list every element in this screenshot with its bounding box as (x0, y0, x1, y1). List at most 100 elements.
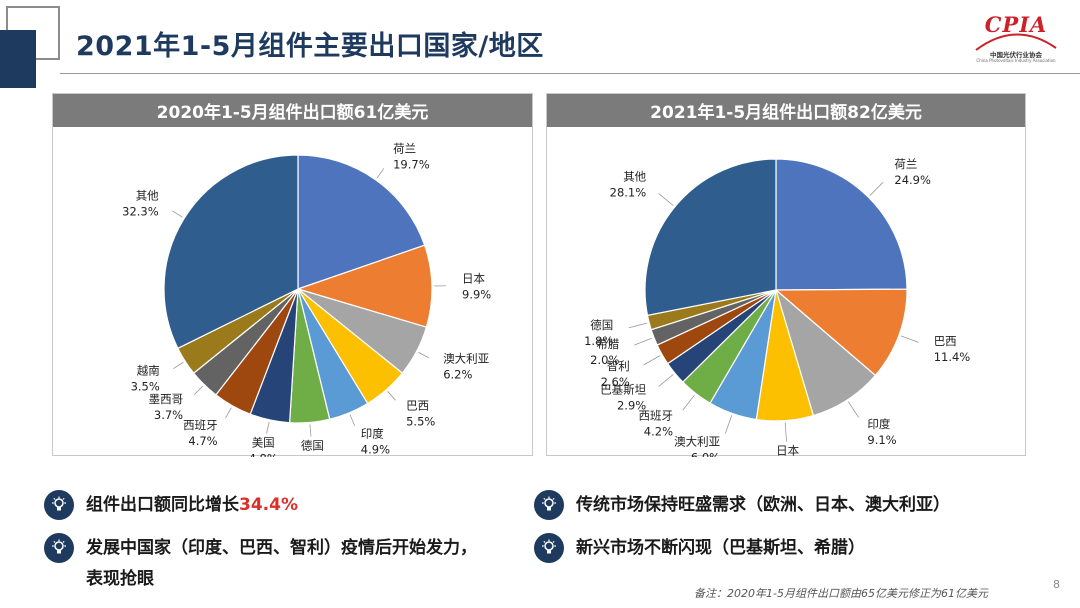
logo-wordmark: CPIA (984, 12, 1048, 37)
leader-line (847, 401, 859, 418)
slice-value-label: 3.7% (154, 408, 183, 422)
cpia-logo: CPIA 中国光伏行业协会 China Photovoltaic Industr… (966, 12, 1066, 68)
leader-line (309, 424, 312, 437)
leader-line (658, 374, 674, 387)
bullet-export-growth: 组件出口额同比增长34.4% (44, 490, 298, 521)
lightbulb-icon (44, 533, 74, 563)
pie-slice (644, 158, 777, 317)
leader-line (634, 337, 653, 346)
slice-value-label: 2.6% (601, 375, 630, 389)
slice-label: 澳大利亚 (443, 351, 489, 365)
slice-value-label: 4.8% (249, 451, 278, 457)
pie-chart-2021: 荷兰24.9%巴西11.4%印度9.1%日本7.0%澳大利亚6.0%西班牙4.2… (584, 157, 971, 457)
leader-line (900, 335, 919, 343)
slice-label: 智利 (607, 359, 630, 373)
chart-title-2020: 2020年1-5月组件出口额61亿美元 (53, 94, 532, 127)
pie-slice (775, 158, 908, 291)
slice-value-label: 2.9% (617, 399, 646, 413)
slice-label: 印度 (361, 427, 384, 441)
slice-value-label: 9.1% (867, 433, 896, 447)
slice-value-label: 1.8% (584, 334, 613, 348)
slice-value-label: 28.1% (610, 185, 647, 199)
slice-label: 希腊 (596, 337, 619, 351)
slice-label: 西班牙 (183, 418, 218, 432)
slice-value-label: 32.3% (122, 204, 159, 218)
bullet-emerging-text: 新兴市场不断闪现（巴基斯坦、希腊） (576, 538, 865, 558)
slice-label: 荷兰 (894, 157, 917, 171)
corner-block-decoration (0, 30, 36, 88)
chart-panel-2021: 2021年1-5月组件出口额82亿美元 荷兰 24.9% 巴西 11.4% 印度 9.1%… (546, 93, 1026, 457)
bullet-traditional-markets: 传统市场保持旺盛需求（欧洲、日本、澳大利亚） (534, 490, 950, 521)
slice-label: 越南 (137, 363, 160, 377)
slice-label: 墨西哥 (149, 392, 184, 406)
leader-line (658, 193, 674, 206)
slice-value-label: 19.7% (393, 157, 430, 171)
slice-label: 西班牙 (639, 409, 674, 423)
bullet-developing-countries: 发展中国家（印度、巴西、智利）疫情后开始发力， 表现抢眼 (44, 533, 477, 595)
pie-slice (296, 244, 433, 328)
slice-value-label: 6.2% (443, 367, 472, 381)
slide-title: 2021年1-5月组件主要出口国家/地区 (76, 31, 544, 62)
slice-label: 其他 (136, 188, 159, 202)
lightbulb-icon (44, 490, 74, 520)
leader-line (266, 421, 270, 434)
slice-label: 德国 (590, 318, 613, 332)
leader-line (643, 355, 661, 366)
slice-value-label: 9.9% (462, 287, 491, 301)
slice-value-label: 4.9% (361, 443, 390, 457)
lightbulb-icon (534, 533, 564, 563)
leader-line (387, 391, 396, 401)
leader-line (418, 351, 430, 359)
slice-label: 美国 (252, 435, 275, 449)
leader-line (172, 210, 183, 218)
slice-value-label: 6.0% (691, 450, 720, 457)
slice-label: 其他 (623, 169, 646, 183)
logo-en-name: China Photovoltaic Industry Association (976, 58, 1056, 63)
leader-line (682, 394, 695, 411)
leader-line (784, 422, 787, 442)
leader-line (349, 414, 356, 426)
leader-line (173, 361, 184, 370)
slice-label: 日本 (776, 444, 799, 457)
bullet-developing-line1: 发展中国家（印度、巴西、智利）疫情后开始发力， (86, 538, 477, 558)
slice-label: 巴基斯坦 (600, 383, 646, 397)
logo-arc-icon (975, 33, 1057, 51)
pie-slice (774, 288, 908, 377)
slice-label: 巴西 (406, 398, 429, 412)
slice-value-label: 2.0% (590, 353, 619, 367)
leader-line (725, 415, 733, 434)
slice-label: 巴西 (934, 334, 957, 348)
slice-label: 德国 (301, 438, 324, 452)
pie-slice (297, 154, 426, 290)
slice-value-label: 24.9% (894, 173, 931, 187)
leader-line (628, 322, 648, 329)
bullet-traditional-text: 传统市场保持旺盛需求（欧洲、日本、澳大利亚） (576, 495, 950, 515)
slice-value-label: 5.5% (406, 414, 435, 428)
bullet-developing-line2: 表现抢眼 (86, 569, 154, 589)
slice-label: 印度 (867, 417, 890, 431)
slice-value-label: 11.4% (934, 350, 971, 364)
slice-label: 荷兰 (393, 141, 416, 155)
pie-chart-2020: 荷兰 19.7% 日本 9.9% 澳大利亚 6.2% 巴西 5.5% 印度 4.9% 德国 4.8% 美… (122, 141, 491, 457)
chart-title-2021: 2021年1-5月组件出口额82亿美元 (547, 94, 1025, 127)
leader-line (869, 181, 884, 196)
leader-line (225, 407, 232, 419)
footnote: 备注：2020年1-5月组件出口额由65亿美元修正为61亿美元 (694, 587, 988, 600)
slice-value-label: 3.5% (131, 379, 160, 393)
slice-label: 日本 (462, 271, 485, 285)
bullet-export-growth-text: 组件出口额同比增长 (86, 495, 239, 515)
lightbulb-icon (534, 490, 564, 520)
chart-panel-2020: 2020年1-5月组件出口额61亿美元 荷兰 19.7% 日本 9.9% 澳大利亚 6.2… (52, 93, 533, 457)
slice-value-label: 4.7% (188, 434, 217, 448)
title-divider (60, 73, 1080, 74)
page-number: 8 (1053, 578, 1060, 591)
growth-highlight: 34.4% (239, 495, 298, 515)
slice-value-label: 4.2% (644, 425, 673, 439)
leader-line (194, 385, 204, 395)
logo-cn-name: 中国光伏行业协会 (990, 51, 1042, 59)
bullet-emerging-markets: 新兴市场不断闪现（巴基斯坦、希腊） (534, 533, 865, 564)
leader-line (376, 168, 385, 179)
slice-value-label: 4.8% (298, 454, 327, 457)
pie-slice (163, 154, 299, 350)
slice-label: 澳大利亚 (674, 434, 720, 448)
